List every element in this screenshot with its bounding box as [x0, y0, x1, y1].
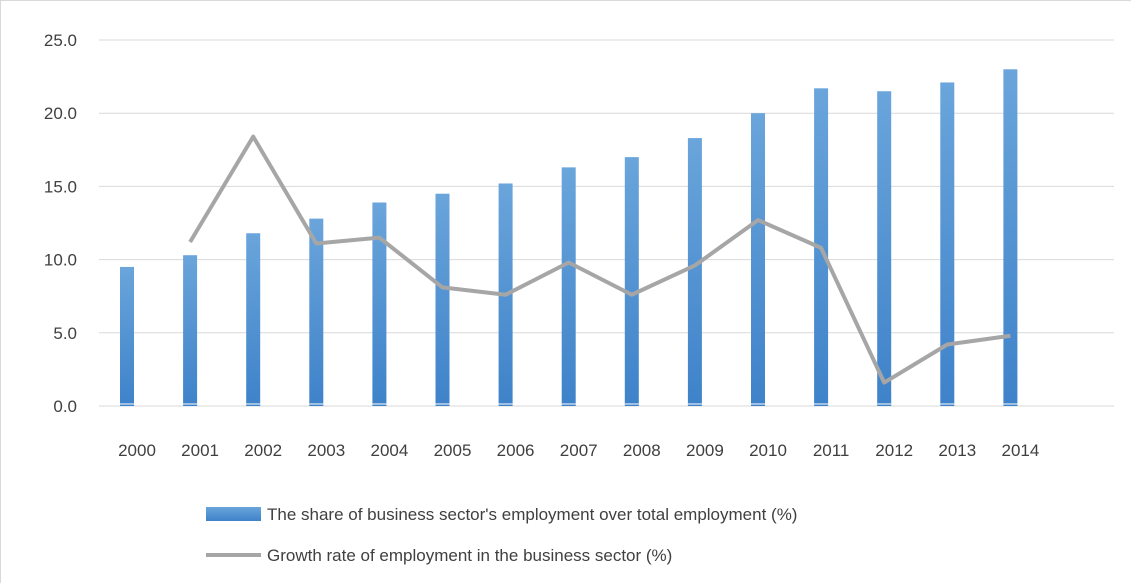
x-tick-label: 2007: [560, 441, 598, 460]
x-tick-label: 2013: [938, 441, 976, 460]
bar: [751, 113, 765, 406]
legend-label-bar: The share of business sector's employmen…: [267, 505, 797, 524]
x-tick-label: 2002: [244, 441, 282, 460]
x-tick-label: 2000: [118, 441, 156, 460]
x-axis: 2000 2001 2002 2003 2004 2005 2006 2007 2008 2009…: [118, 441, 1039, 460]
bar: [877, 91, 891, 406]
bar: [1003, 69, 1017, 406]
legend: The share of business sector's employmen…: [206, 505, 797, 565]
bar: [562, 167, 576, 406]
bar: [246, 233, 260, 406]
y-tick-label: 20.0: [44, 104, 77, 123]
legend-swatch-bar: [206, 507, 261, 521]
y-tick-label: 0.0: [53, 397, 77, 416]
x-tick-label: 2011: [813, 441, 850, 460]
x-tick-label: 2004: [370, 441, 408, 460]
bar-series: [120, 69, 1017, 406]
y-tick-label: 15.0: [44, 177, 77, 196]
legend-label-line: Growth rate of employment in the busines…: [267, 546, 672, 565]
y-tick-label: 25.0: [44, 31, 77, 50]
x-tick-label: 2003: [307, 441, 345, 460]
bar: [372, 203, 386, 406]
bar: [120, 267, 134, 406]
x-tick-label: 2005: [434, 441, 472, 460]
x-tick-label: 2014: [1001, 441, 1039, 460]
x-tick-label: 2010: [749, 441, 787, 460]
bar: [183, 255, 197, 406]
x-tick-label: 2012: [875, 441, 913, 460]
x-tick-label: 2001: [181, 441, 219, 460]
bar: [688, 138, 702, 406]
x-tick-label: 2008: [623, 441, 661, 460]
x-tick-label: 2009: [686, 441, 724, 460]
x-tick-label: 2006: [497, 441, 535, 460]
y-axis: 0.0 5.0 10.0 15.0 20.0 25.0: [44, 31, 77, 416]
y-tick-label: 5.0: [53, 324, 77, 343]
y-tick-label: 10.0: [44, 251, 77, 270]
bar: [436, 194, 450, 406]
bar: [309, 219, 323, 406]
bar: [625, 157, 639, 406]
bar: [940, 82, 954, 406]
